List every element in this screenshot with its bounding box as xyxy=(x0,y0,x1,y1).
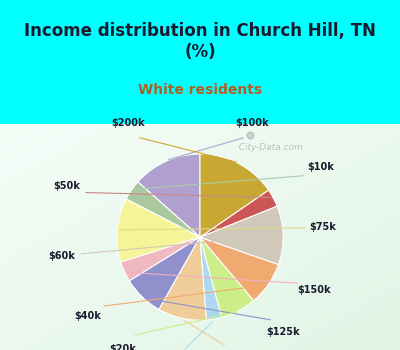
Wedge shape xyxy=(117,199,200,262)
Text: $40k: $40k xyxy=(74,311,102,321)
Text: $200k: $200k xyxy=(112,118,145,128)
Wedge shape xyxy=(200,154,268,237)
Wedge shape xyxy=(126,182,200,237)
Text: $20k: $20k xyxy=(110,344,136,350)
Text: $60k: $60k xyxy=(48,251,75,261)
Text: $50k: $50k xyxy=(54,181,80,191)
Wedge shape xyxy=(200,190,277,237)
Text: $150k: $150k xyxy=(297,285,330,295)
Text: $75k: $75k xyxy=(309,222,336,232)
Wedge shape xyxy=(138,154,200,237)
Wedge shape xyxy=(159,237,206,320)
Text: Income distribution in Church Hill, TN
(%): Income distribution in Church Hill, TN (… xyxy=(24,22,376,61)
Text: City-Data.com: City-Data.com xyxy=(233,143,303,152)
Wedge shape xyxy=(129,237,200,309)
Text: White residents: White residents xyxy=(138,83,262,97)
Wedge shape xyxy=(121,237,200,281)
Text: $100k: $100k xyxy=(236,118,269,128)
Text: $125k: $125k xyxy=(266,327,300,337)
Text: $10k: $10k xyxy=(307,162,334,172)
Wedge shape xyxy=(200,237,254,317)
Wedge shape xyxy=(200,206,283,265)
Wedge shape xyxy=(200,237,222,320)
Wedge shape xyxy=(200,237,278,301)
